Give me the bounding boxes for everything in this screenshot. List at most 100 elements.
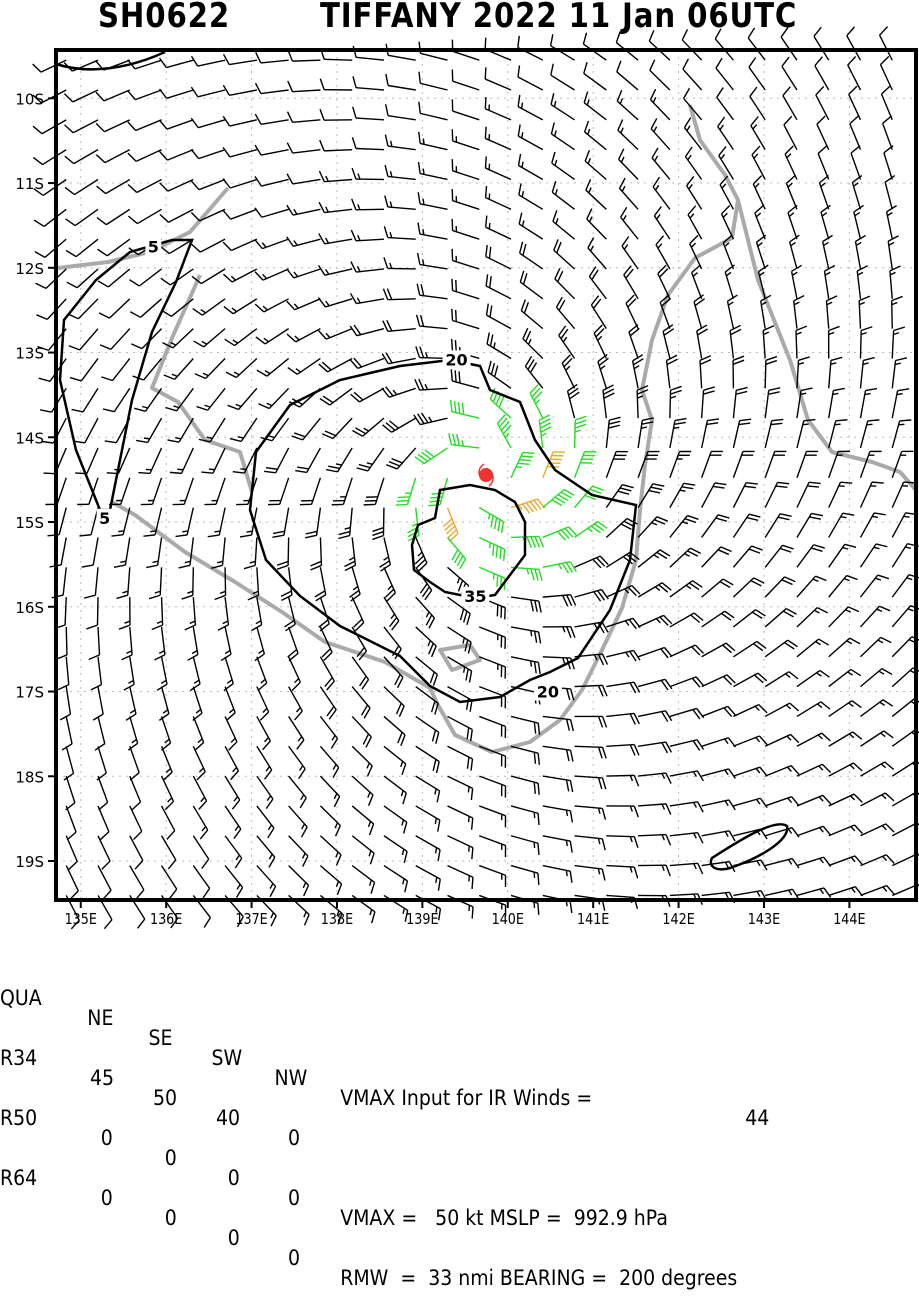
barb-feather — [255, 304, 264, 312]
barb-feather — [872, 482, 884, 483]
barb-half-feather — [403, 879, 404, 885]
barb-half-feather — [334, 794, 337, 799]
barb-staff — [193, 866, 209, 889]
barb-feather — [128, 91, 136, 100]
barb-staff — [860, 637, 880, 656]
barb-staff — [670, 548, 690, 567]
wind-barb — [257, 806, 274, 838]
wind-barb — [384, 776, 406, 804]
barb-feather — [749, 514, 760, 517]
barb-feather — [602, 869, 605, 880]
barb-feather — [91, 685, 101, 690]
barb-half-feather — [326, 176, 328, 181]
wind-barb — [383, 320, 416, 331]
tick-label-lon: 135E — [65, 911, 97, 928]
barb-half-feather — [423, 169, 424, 175]
barb-half-feather — [531, 661, 532, 667]
barb-feather — [44, 473, 56, 474]
barb-feather — [287, 143, 292, 153]
barb-staff — [416, 627, 436, 646]
barb-staff — [851, 153, 860, 179]
wind-barb — [860, 855, 894, 866]
wind-barb — [128, 179, 161, 192]
barb-half-feather — [267, 796, 270, 801]
barb-feather — [472, 818, 473, 830]
barb-feather — [40, 410, 51, 412]
wind-barb — [765, 859, 799, 869]
barb-staff — [388, 116, 416, 120]
barb-half-feather — [907, 578, 913, 580]
barb-feather — [266, 468, 278, 470]
barb-half-feather — [358, 174, 360, 180]
wind-barb — [543, 490, 575, 508]
barb-feather — [136, 440, 148, 442]
wind-barb — [225, 716, 237, 750]
wind-barb — [73, 418, 98, 443]
barb-staff — [261, 60, 289, 63]
wind-barb — [65, 150, 98, 164]
barb-staff — [692, 273, 702, 299]
barb-feather — [878, 575, 889, 579]
barb-staff — [629, 332, 638, 358]
barb-half-feather — [874, 547, 880, 548]
barb-half-feather — [892, 303, 897, 305]
wind-barb — [162, 836, 176, 869]
barb-feather — [804, 420, 816, 421]
barb-staff — [733, 705, 758, 717]
barb-staff — [670, 451, 680, 477]
wind-barb — [519, 183, 543, 209]
wind-barb — [797, 857, 831, 866]
wind-barb — [717, 88, 734, 120]
wind-barb — [289, 776, 307, 808]
barb-half-feather — [250, 561, 256, 563]
wind-barb — [130, 299, 161, 318]
barb-staff — [416, 597, 435, 618]
barb-half-feather — [621, 128, 623, 133]
wind-barb — [518, 65, 543, 90]
wind-barb — [638, 452, 659, 478]
barb-feather — [322, 434, 333, 439]
wind-barb — [384, 746, 406, 775]
barb-staff — [588, 248, 606, 269]
barb-half-feather — [358, 235, 360, 240]
barb-feather — [288, 112, 293, 123]
barb-staff — [854, 212, 861, 239]
barb-feather — [188, 655, 198, 661]
barb-staff — [317, 508, 321, 536]
barb-staff — [239, 388, 257, 409]
wind-barb — [890, 266, 901, 299]
barb-staff — [198, 60, 225, 66]
barb-staff — [670, 708, 697, 716]
wind-barb — [160, 179, 194, 191]
barb-staff — [650, 100, 669, 120]
barb-staff — [583, 44, 606, 60]
wind-barb — [656, 236, 670, 269]
barb-staff — [293, 239, 320, 246]
barb-feather — [898, 389, 910, 391]
barb-feather — [297, 467, 309, 469]
wind-barb — [384, 866, 407, 893]
wind-barb — [344, 537, 355, 570]
wind-barb — [415, 537, 427, 571]
wind-barb — [511, 536, 543, 547]
barb-half-feather — [505, 433, 509, 437]
wind-barb — [702, 547, 732, 567]
barb-feather — [622, 485, 633, 488]
barb-staff — [860, 482, 872, 507]
barb-feather — [232, 800, 239, 809]
barb-staff — [618, 130, 638, 149]
tick-label-lon: 143E — [748, 911, 780, 928]
barb-feather — [215, 595, 226, 599]
barb-feather — [310, 561, 321, 565]
barb-feather — [471, 788, 472, 800]
barb-staff — [41, 90, 66, 103]
wind-barb — [382, 353, 415, 364]
barb-feather — [95, 744, 105, 751]
wind-barb — [781, 28, 797, 61]
barb-feather — [146, 565, 157, 567]
barb-feather — [570, 781, 572, 792]
barb-staff — [479, 627, 505, 637]
tick-label-lon: 144E — [833, 911, 865, 928]
barb-half-feather — [904, 516, 910, 517]
barb-feather — [794, 296, 804, 301]
